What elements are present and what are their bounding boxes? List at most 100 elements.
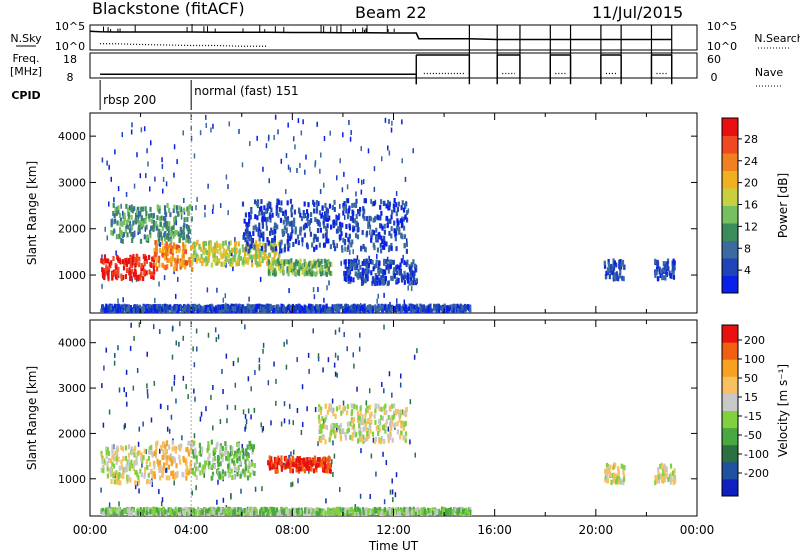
power-cell	[325, 216, 328, 222]
power-cell	[118, 212, 122, 218]
power-cell	[446, 305, 449, 311]
power-cell	[397, 277, 400, 283]
velocity-cell	[202, 511, 206, 516]
power-cell	[324, 270, 327, 276]
power-cell	[208, 240, 211, 246]
power-cell	[138, 256, 141, 262]
power-cell	[306, 266, 309, 272]
velocity-cell	[226, 463, 230, 469]
power-cell	[130, 308, 133, 313]
power-cell	[402, 254, 404, 260]
power-cell	[271, 230, 274, 236]
power-cell	[336, 175, 338, 181]
power-cell	[367, 305, 370, 311]
power-cell	[346, 214, 350, 220]
power-cell	[285, 216, 288, 222]
power-cell	[351, 214, 354, 220]
power-cell	[390, 214, 393, 220]
velocity-cell	[264, 507, 267, 513]
velocity-cell	[146, 389, 149, 395]
velocity-cell	[178, 454, 181, 460]
velocity-cell	[140, 472, 143, 478]
power-cell	[317, 236, 319, 242]
power-cell	[176, 159, 178, 165]
power-cell	[329, 130, 331, 136]
power-cell	[169, 244, 173, 250]
velocity-cell	[346, 404, 349, 410]
power-cell	[315, 244, 318, 250]
power-cell	[168, 248, 171, 254]
velocity-cell	[404, 420, 407, 426]
power-cell	[362, 179, 365, 185]
power-cell	[374, 199, 377, 205]
velocity-cell	[402, 426, 405, 432]
power-cell	[155, 220, 158, 226]
power-cell	[101, 254, 103, 260]
velocity-cell	[217, 462, 220, 468]
velocity-cell	[279, 460, 282, 466]
power-cell	[381, 225, 384, 231]
power-cell	[120, 220, 123, 226]
velocity-cell	[208, 461, 211, 467]
velocity-cell	[193, 433, 196, 439]
power-cell	[363, 307, 366, 313]
power-cell	[303, 304, 306, 310]
velocity-cell	[170, 470, 173, 476]
power-cell	[138, 220, 141, 226]
power-cell	[285, 221, 288, 227]
velocity-cell	[300, 510, 303, 516]
power-cell	[287, 259, 290, 265]
power-cell	[407, 208, 410, 214]
power-cell	[153, 254, 156, 260]
velocity-cell	[224, 471, 227, 477]
power-cell	[190, 125, 193, 131]
velocity-cell	[153, 380, 156, 386]
velocity-cell	[250, 461, 254, 467]
power-cell	[385, 203, 388, 209]
velocity-cell	[325, 424, 329, 430]
power-cell	[265, 217, 268, 223]
power-cell	[322, 215, 326, 221]
velocity-cell	[395, 472, 398, 478]
velocity-cell	[191, 449, 195, 455]
power-cell	[388, 230, 391, 236]
power-cell	[353, 218, 356, 224]
power-cell	[463, 306, 466, 312]
velocity-cell	[377, 430, 380, 436]
velocity-cell	[460, 511, 463, 516]
power-cell	[249, 254, 252, 260]
power-cell	[357, 305, 360, 311]
velocity-cell	[416, 510, 419, 516]
velocity-cell	[268, 465, 272, 471]
power-cell	[312, 271, 315, 277]
velocity-cell	[150, 444, 153, 450]
velocity-cell	[108, 409, 111, 415]
power-cell	[238, 128, 240, 134]
power-cell	[254, 245, 257, 251]
power-cell	[298, 308, 301, 313]
power-cell	[140, 266, 143, 272]
power-cell	[107, 305, 110, 311]
velocity-cell	[135, 455, 138, 461]
power-cell	[237, 261, 240, 267]
velocity-cell	[275, 463, 279, 469]
power-cell	[186, 234, 189, 240]
velocity-cell	[198, 450, 201, 456]
velocity-cell	[121, 446, 125, 452]
power-cell	[393, 220, 396, 226]
power-cell	[260, 210, 264, 216]
power-cell	[618, 273, 621, 279]
power-cell	[360, 275, 363, 281]
velocity-cell	[190, 509, 193, 515]
velocity-cell	[166, 455, 169, 461]
power-cell	[367, 308, 371, 313]
power-cell	[254, 214, 257, 220]
velocity-cell	[173, 445, 176, 451]
power-cell	[274, 228, 277, 234]
velocity-cell	[127, 461, 130, 467]
power-cell	[103, 254, 107, 260]
power-cell	[125, 268, 129, 274]
velocity-cell	[215, 337, 218, 343]
power-cell	[324, 232, 328, 238]
velocity-cell	[175, 463, 178, 469]
